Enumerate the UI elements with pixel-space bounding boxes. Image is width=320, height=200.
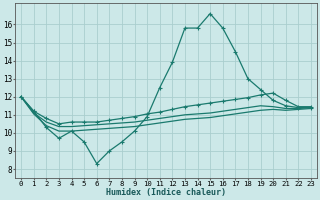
X-axis label: Humidex (Indice chaleur): Humidex (Indice chaleur) [106, 188, 226, 197]
